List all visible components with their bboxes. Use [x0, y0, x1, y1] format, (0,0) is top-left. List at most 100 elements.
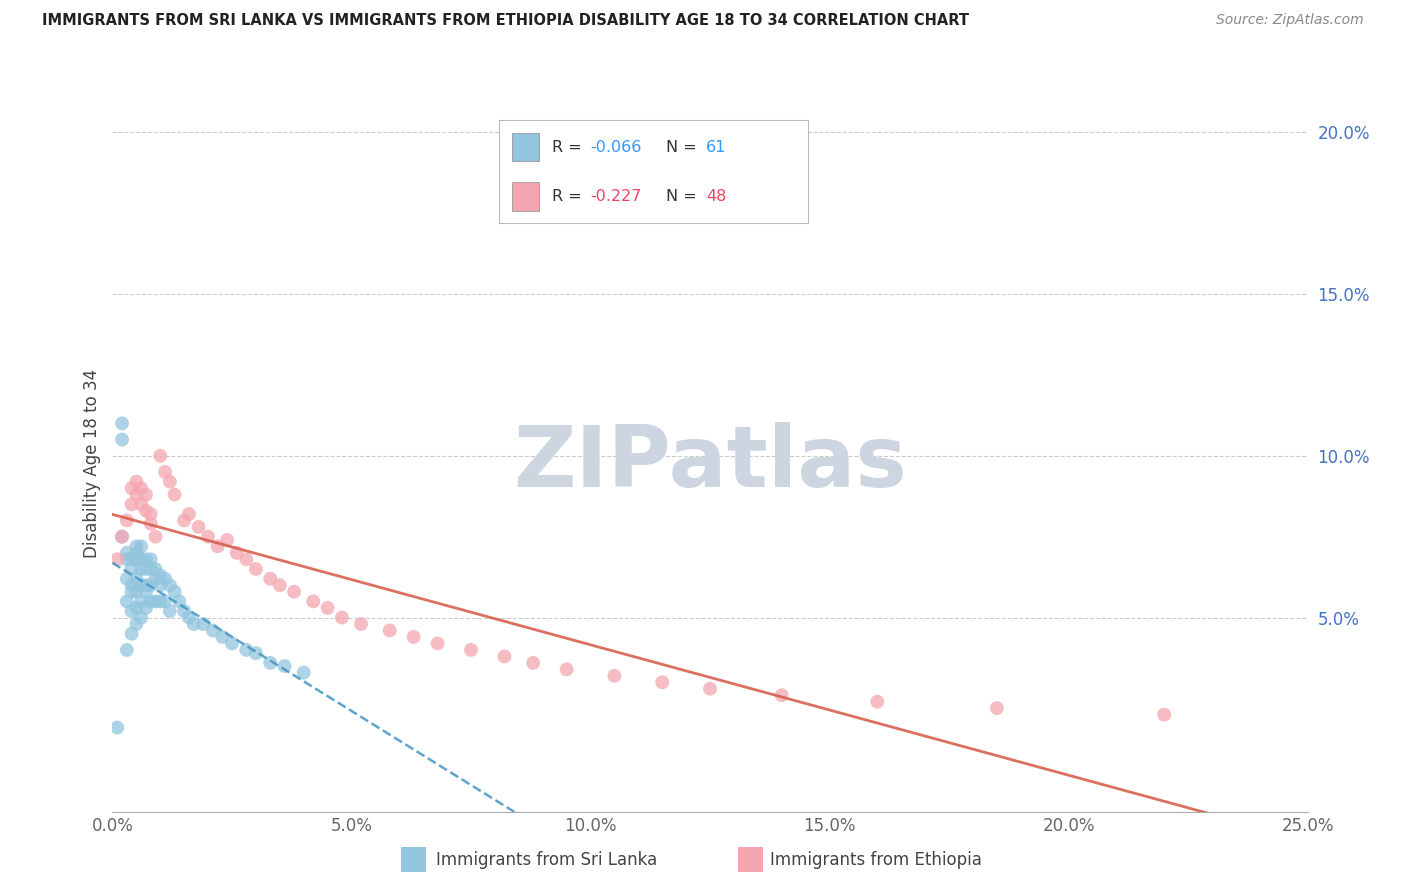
Point	[145, 562, 167, 576]
Point	[273, 659, 295, 673]
Text: Source: ZipAtlas.com: Source: ZipAtlas.com	[1216, 13, 1364, 28]
Point	[115, 552, 138, 566]
Point	[115, 546, 138, 560]
Text: 48: 48	[706, 189, 727, 204]
Point	[292, 665, 315, 680]
Point	[201, 624, 224, 638]
Point	[699, 681, 721, 696]
Point	[115, 594, 138, 608]
Point	[135, 562, 157, 576]
Point	[121, 578, 143, 592]
Point	[460, 643, 482, 657]
Text: Immigrants from Sri Lanka: Immigrants from Sri Lanka	[436, 851, 657, 869]
Point	[183, 617, 205, 632]
Point	[207, 540, 229, 554]
Point	[149, 594, 172, 608]
Point	[259, 656, 281, 670]
Point	[378, 624, 401, 638]
Point	[125, 487, 148, 501]
Point	[125, 552, 148, 566]
Point	[121, 562, 143, 576]
Point	[177, 507, 200, 521]
Point	[350, 617, 373, 632]
Point	[159, 578, 181, 592]
Point	[125, 617, 148, 632]
Point	[121, 584, 143, 599]
Point	[163, 584, 186, 599]
Point	[173, 604, 195, 618]
Point	[330, 610, 353, 624]
Point	[145, 572, 167, 586]
Point	[135, 487, 157, 501]
Point	[135, 578, 157, 592]
Point	[139, 578, 162, 592]
Point	[283, 584, 305, 599]
Point	[187, 520, 209, 534]
Point	[269, 578, 291, 592]
Point	[129, 610, 152, 624]
Point	[111, 433, 134, 447]
Point	[426, 636, 449, 650]
Y-axis label: Disability Age 18 to 34: Disability Age 18 to 34	[83, 369, 101, 558]
Point	[522, 656, 544, 670]
Point	[866, 695, 889, 709]
Point	[245, 646, 267, 660]
Point	[235, 643, 257, 657]
Point	[129, 481, 152, 495]
Text: N =: N =	[666, 189, 702, 204]
Point	[177, 610, 200, 624]
Point	[302, 594, 325, 608]
Point	[316, 600, 339, 615]
Text: R =: R =	[551, 189, 586, 204]
Bar	[512, 133, 540, 161]
Point	[129, 552, 152, 566]
Point	[217, 533, 239, 547]
Bar	[512, 182, 540, 211]
Point	[153, 572, 176, 586]
Point	[211, 630, 233, 644]
Point	[259, 572, 281, 586]
Point	[235, 552, 257, 566]
Point	[402, 630, 425, 644]
Point	[163, 487, 186, 501]
Point	[986, 701, 1008, 715]
Text: Immigrants from Ethiopia: Immigrants from Ethiopia	[770, 851, 983, 869]
Point	[221, 636, 243, 650]
Point	[105, 721, 128, 735]
Point	[115, 513, 138, 527]
Point	[159, 475, 181, 489]
Point	[145, 530, 167, 544]
Point	[173, 513, 195, 527]
Point	[153, 465, 176, 479]
Point	[159, 604, 181, 618]
Point	[139, 562, 162, 576]
Point	[111, 530, 134, 544]
Point	[129, 562, 152, 576]
Point	[139, 516, 162, 531]
Text: -0.227: -0.227	[591, 189, 641, 204]
Point	[125, 572, 148, 586]
Point	[125, 475, 148, 489]
Text: IMMIGRANTS FROM SRI LANKA VS IMMIGRANTS FROM ETHIOPIA DISABILITY AGE 18 TO 34 CO: IMMIGRANTS FROM SRI LANKA VS IMMIGRANTS …	[42, 13, 969, 29]
Point	[115, 572, 138, 586]
Point	[153, 594, 176, 608]
Point	[121, 626, 143, 640]
Point	[494, 649, 516, 664]
Point	[139, 507, 162, 521]
Point	[197, 530, 219, 544]
Point	[603, 669, 626, 683]
Point	[111, 530, 134, 544]
Point	[129, 594, 152, 608]
Point	[129, 578, 152, 592]
Point	[121, 497, 143, 511]
Point	[149, 449, 172, 463]
Point	[115, 643, 138, 657]
Point	[135, 504, 157, 518]
Point	[129, 540, 152, 554]
Point	[139, 552, 162, 566]
Point	[121, 481, 143, 495]
Point	[111, 417, 134, 431]
Point	[125, 540, 148, 554]
Point	[770, 688, 793, 702]
Point	[651, 675, 673, 690]
